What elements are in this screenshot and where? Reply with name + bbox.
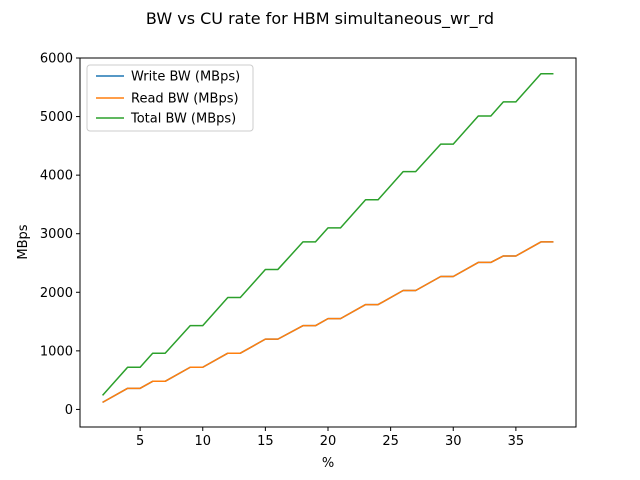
y-tick-label: 3000 [40, 227, 73, 242]
y-tick-label: 5000 [40, 110, 73, 125]
y-tick-label: 0 [65, 403, 73, 418]
chart-title: BW vs CU rate for HBM simultaneous_wr_rd [146, 9, 494, 29]
x-tick-label: 25 [382, 434, 399, 449]
x-tick-label: 10 [194, 434, 211, 449]
x-axis-label: % [322, 456, 334, 471]
y-tick-label: 2000 [40, 286, 73, 301]
legend-label-total: Total BW (MBps) [130, 112, 236, 127]
series-lines [101, 73, 554, 404]
x-tick-label: 20 [320, 434, 337, 449]
y-tick-label: 1000 [40, 344, 73, 359]
y-tick-label: 4000 [40, 169, 73, 184]
x-axis: 5 10 15 20 25 30 35 [136, 427, 524, 449]
series-line-read [102, 241, 554, 404]
legend: Write BW (MBps) Read BW (MBps) Total BW … [86, 64, 254, 132]
legend-label-read: Read BW (MBps) [131, 92, 239, 107]
y-axis: 0 1000 2000 3000 4000 5000 6000 [40, 52, 80, 418]
x-tick-label: 35 [508, 434, 525, 449]
x-tick-label: 15 [257, 434, 274, 449]
legend-label-write: Write BW (MBps) [131, 70, 240, 85]
x-tick-label: 5 [136, 434, 144, 449]
x-tick-label: 30 [445, 434, 462, 449]
y-axis-label: MBps [16, 224, 31, 259]
y-tick-label: 6000 [40, 52, 73, 67]
series-line-total [101, 73, 554, 396]
legend-box [86, 64, 254, 132]
